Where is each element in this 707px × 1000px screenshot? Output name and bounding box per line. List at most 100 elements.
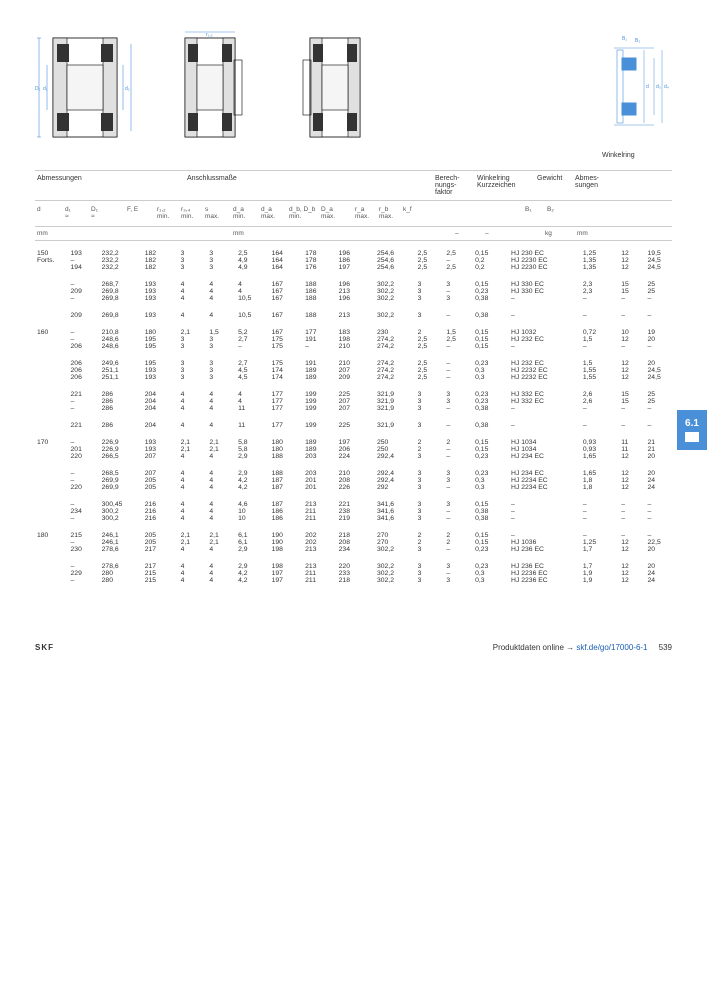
table-cell: 4 4 4 [179,500,208,523]
table-cell: 2 2 3 [416,531,445,554]
table-cell: – [509,311,581,320]
table-cell: 341,6 341,6 341,6 [375,500,416,523]
table-cell: 221 [69,421,100,430]
table-cell: 4 4 4 [179,469,208,492]
table-cell: 11 11 12 [619,438,645,461]
svg-text:d: d [646,84,649,90]
table-cell: 12 12 12 [619,562,645,585]
table-cell: 0,93 0,93 1,65 [581,438,619,461]
table-cell [35,421,69,430]
table-row: – 209 –268,7 269,8 269,8193 193 1934 4 4… [35,280,672,303]
table-cell: 193 193 193 [143,280,179,303]
table-cell: – – 220 [69,469,100,492]
table-cell: 3 3 3 [207,249,236,272]
table-cell: 10,5 [236,311,270,320]
table-cell: 3 3 3 [416,390,445,413]
table-cell: 2,5 4,9 4,9 [236,249,270,272]
table-cell: – HJ 1036 HJ 236 EC [509,531,581,554]
table-cell: HJ 230 EC HJ 2230 EC HJ 2230 EC [509,249,581,272]
svg-text:d₁: d₁ [43,86,48,92]
table-cell: 196 186 197 [337,249,375,272]
table-cell: 269,8 [100,311,143,320]
table-cell: 4 4 4 [179,390,208,413]
table-cell: – [646,421,672,430]
table-cell: 205 205 217 [143,531,179,554]
data-table: 150 Forts.193 – 194232,2 232,2 232,2182 … [35,249,672,593]
table-cell: 178 178 176 [303,249,337,272]
table-cell: 2 2 – [444,531,473,554]
table-cell: HJ 236 EC HJ 2236 EC HJ 2236 EC [509,562,581,585]
table-cell: 3 [416,421,445,430]
table-cell: 167 [270,311,304,320]
table-cell: 215 – 230 [69,531,100,554]
diagram-4: B₂ B₁ d d₃ d₄ Winkelring [602,30,672,145]
table-cell: – – – [444,359,473,382]
table-cell: 19 20 – [646,328,672,351]
table-cell: 150 Forts. [35,249,69,272]
table-cell: 0,23 0,3 0,3 [473,469,509,492]
table-cell: 209 [69,311,100,320]
table-cell: 20 24 24 [646,469,672,492]
table-cell: 210,8 248,6 248,6 [100,328,143,351]
table-cell: 177 191 – [303,328,337,351]
table-cell: 2,6 2,6 – [581,390,619,413]
table-cell: 4 4 4 [207,280,236,303]
table-cell: 221 – – [69,390,100,413]
table-cell: 226,9 226,9 266,5 [100,438,143,461]
table-cell: 0,23 0,23 0,38 [473,390,509,413]
table-cell: 5,2 2,7 – [236,328,270,351]
table-cell: 217 215 215 [143,562,179,585]
table-cell: 206 206 206 [69,359,100,382]
table-cell: 199 199 199 [303,390,337,413]
table-cell: 4 4 11 [236,390,270,413]
svg-text:r₁,₂: r₁,₂ [206,32,213,38]
table-cell: 25 25 – [646,280,672,303]
table-cell [35,562,69,585]
table-cell: 218 208 234 [337,531,375,554]
svg-text:B₂: B₂ [635,38,640,44]
table-cell: 4 4 4 [207,469,236,492]
table-cell: 188 187 187 [270,469,304,492]
table-cell: 321,9 [375,421,416,430]
table-cell: – – – [509,500,581,523]
table-row: 180215 – 230246,1 246,1 278,6205 205 217… [35,531,672,554]
section-tab-icon [685,432,699,442]
table-cell: 3 3 3 [416,500,445,523]
table-cell: 2,5 2,5 2,5 [416,359,445,382]
table-cell: 4 4 4 [207,500,236,523]
table-cell: 292,4 292,4 292 [375,469,416,492]
table-cell: 1,5 3 3 [207,328,236,351]
table-cell: 232,2 232,2 232,2 [100,249,143,272]
table-cell: 177 177 177 [270,390,304,413]
table-cell: 2,1 2,1 4 [179,531,208,554]
table-cell: – 22,5 20 [646,531,672,554]
table-cell: 0,15 0,38 0,38 [473,500,509,523]
table-cell: 3 – 3 [444,562,473,585]
table-cell: 254,6 254,6 254,6 [375,249,416,272]
table-cell: 4 4 4 [207,562,236,585]
table-cell: 3 3 – [444,469,473,492]
table-cell: 225 [337,421,375,430]
table-row: 160– – 206210,8 248,6 248,6180 195 1952,… [35,328,672,351]
table-cell: 230 274,2 274,2 [375,328,416,351]
table-cell: 202 202 213 [303,531,337,554]
table-cell: 167 167 167 [270,280,304,303]
table-cell: 6,1 6,1 2,9 [236,531,270,554]
section-number: 6.1 [685,418,699,429]
table-cell: 2 2 3 [416,438,445,461]
table-cell: 1,5 1,55 1,55 [581,359,619,382]
table-cell: 210 208 226 [337,469,375,492]
table-cell: 0,23 0,3 0,3 [473,562,509,585]
table-cell: – 201 220 [69,438,100,461]
table-cell [35,469,69,492]
table-cell [35,311,69,320]
table-cell: 3 – 3 [444,280,473,303]
table-cell: – – – [646,500,672,523]
table-row: 170– 201 220226,9 226,9 266,5193 193 207… [35,438,672,461]
table-cell: 4 4 4 [179,280,208,303]
table-cell: 302,2 302,2 302,2 [375,562,416,585]
footer-url[interactable]: skf.de/go/17000-6-1 [576,643,647,652]
table-cell: HJ 332 EC HJ 332 EC – [509,390,581,413]
table-cell: 246,1 246,1 278,6 [100,531,143,554]
table-cell: 225 207 207 [337,390,375,413]
